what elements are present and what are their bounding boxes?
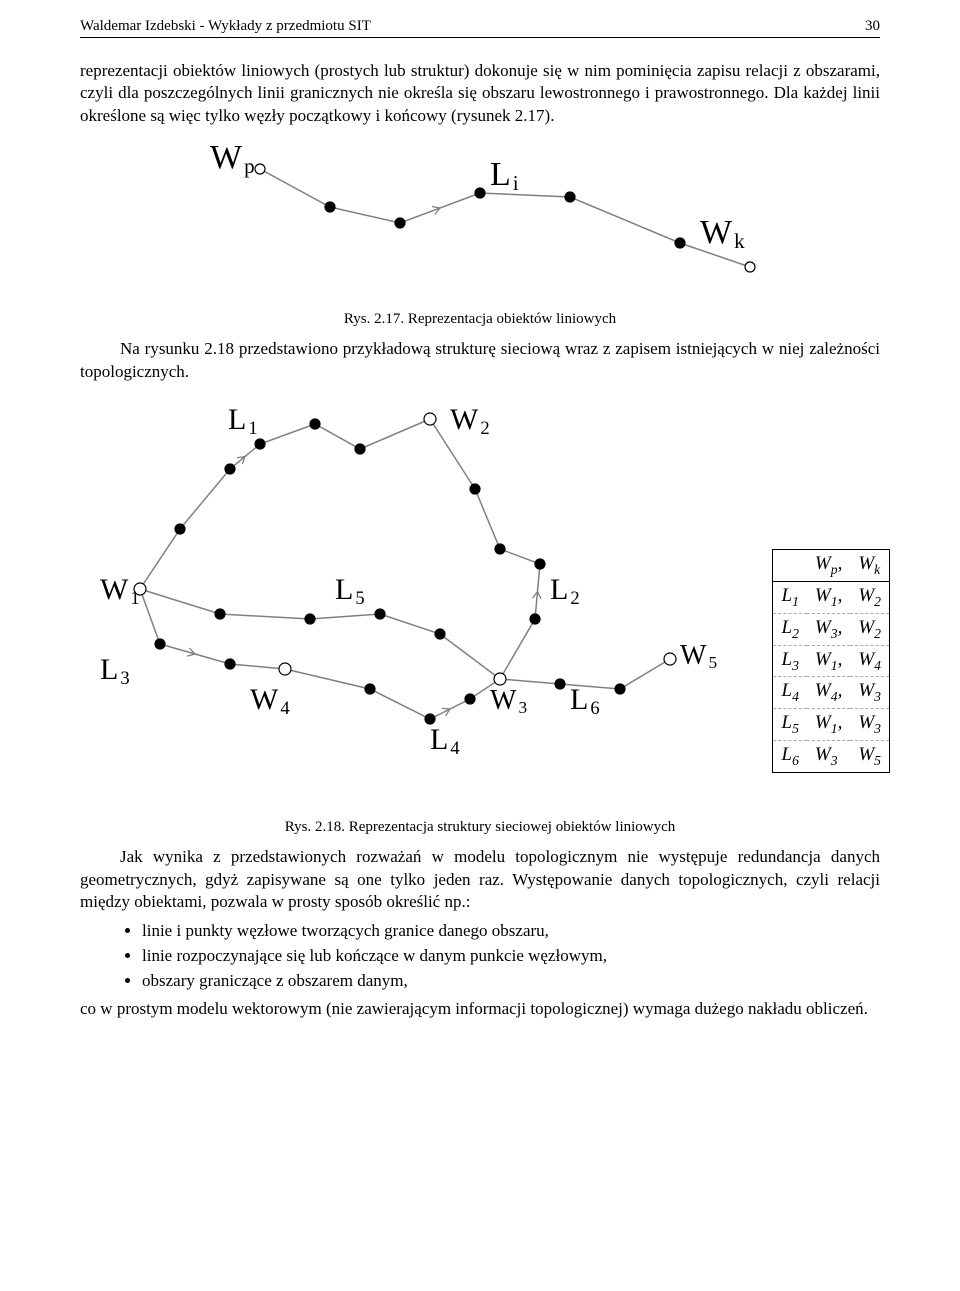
th-blank xyxy=(773,550,807,582)
svg-text:L4: L4 xyxy=(430,723,460,759)
topology-table: Wp, Wk L1W1,W2L2W3,W2L3W1,W4L4W4,W3L5W1,… xyxy=(772,549,890,773)
svg-text:Wk: Wk xyxy=(700,214,745,253)
page-header: Waldemar Izdebski - Wykłady z przedmiotu… xyxy=(80,18,880,38)
caption-2-18: Rys. 2.18. Reprezentacja struktury sieci… xyxy=(80,819,880,836)
paragraph-2: Na rysunku 2.18 przedstawiono przykładow… xyxy=(80,338,880,383)
bullet-1: linie i punkty węzłowe tworzących granic… xyxy=(142,920,880,942)
paragraph-1: reprezentacji obiektów liniowych (prosty… xyxy=(80,60,880,127)
paragraph-3a: Jak wynika z przedstawionych rozważań w … xyxy=(80,846,880,913)
svg-text:W4: W4 xyxy=(250,683,290,719)
header-title: Waldemar Izdebski - Wykłady z przedmiotu… xyxy=(80,18,371,35)
bullet-list: linie i punkty węzłowe tworzących granic… xyxy=(80,920,880,992)
svg-text:W2: W2 xyxy=(450,403,490,439)
header-page-no: 30 xyxy=(865,18,880,35)
svg-text:Li: Li xyxy=(490,156,519,195)
svg-text:L6: L6 xyxy=(570,683,600,719)
svg-text:W5: W5 xyxy=(680,640,717,672)
paragraph-3b: co w prostym modelu wektorowym (nie zawi… xyxy=(80,998,880,1020)
caption-2-17: Rys. 2.17. Reprezentacja obiektów liniow… xyxy=(80,311,880,328)
svg-text:Wp: Wp xyxy=(210,139,255,178)
th-wp: Wp, xyxy=(807,550,850,582)
th-wk: Wk xyxy=(850,550,889,582)
svg-text:L1: L1 xyxy=(228,403,258,439)
svg-text:L2: L2 xyxy=(550,573,580,609)
figure-2-18: L1W2W1L5L2L3W4W3L4L6W5 Wp, Wk L1W1,W2L2W… xyxy=(80,389,880,789)
svg-text:W3: W3 xyxy=(490,685,527,717)
svg-text:W1: W1 xyxy=(100,573,140,609)
svg-text:L3: L3 xyxy=(100,653,130,689)
svg-text:L5: L5 xyxy=(335,573,365,609)
bullet-2: linie rozpoczynające się lub kończące w … xyxy=(142,945,880,967)
bullet-3: obszary graniczące z obszarem danym, xyxy=(142,970,880,992)
figure-2-17: Wp Li Wk xyxy=(80,133,880,303)
